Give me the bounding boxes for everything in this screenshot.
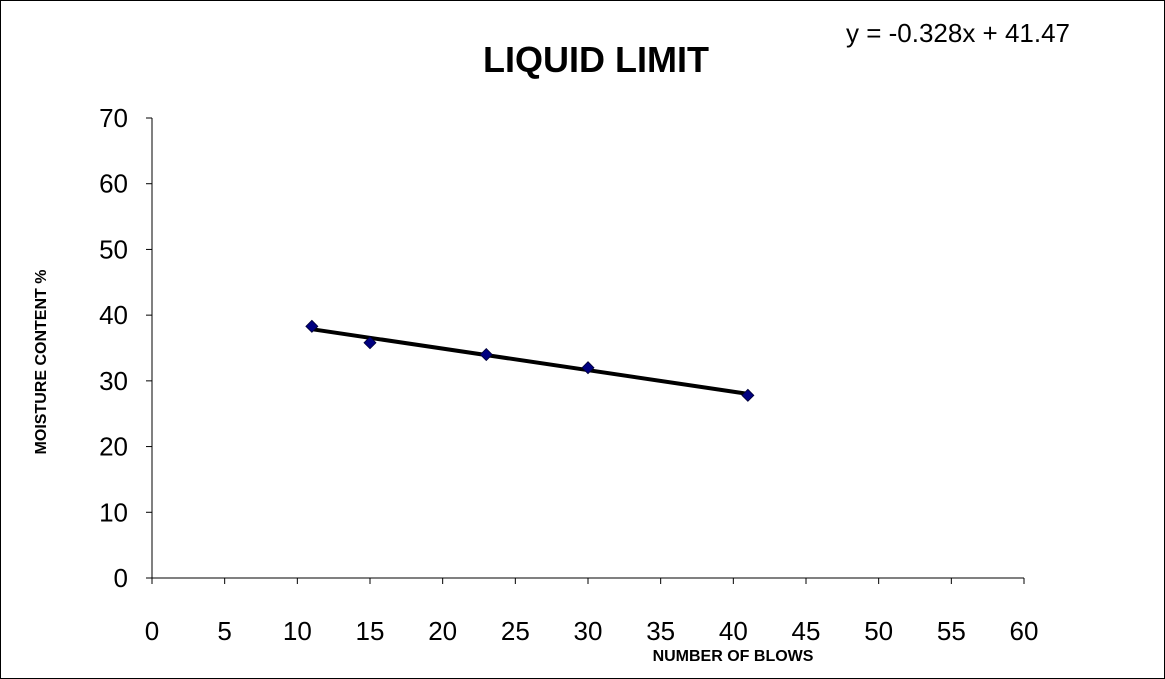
x-tick-label: 50	[864, 616, 893, 646]
x-tick-label: 35	[646, 616, 675, 646]
y-tick-label: 70	[99, 103, 128, 133]
trendline-group	[311, 327, 749, 396]
y-tick-label: 60	[99, 169, 128, 199]
x-tick-label: 60	[1010, 616, 1039, 646]
data-point	[581, 361, 595, 375]
x-tick-label: 55	[937, 616, 966, 646]
x-tick-label: 20	[428, 616, 457, 646]
y-axis-title: MOISTURE CONTENT %	[33, 270, 50, 455]
chart-title: LIQUID LIMIT	[483, 39, 709, 80]
x-tick-label: 10	[283, 616, 312, 646]
data-point	[479, 348, 493, 362]
axes: 0 10 20 30 40 50 60 70 0 5 10 15 20 25 30 35 40 45 50 55 60	[99, 103, 1038, 646]
x-tick-label: 15	[356, 616, 385, 646]
y-tick-label: 30	[99, 366, 128, 396]
y-tick-label: 40	[99, 300, 128, 330]
x-tick-label: 25	[501, 616, 530, 646]
data-point	[305, 319, 319, 333]
data-points	[305, 319, 755, 402]
x-tick-label: 40	[719, 616, 748, 646]
y-tick-label: 10	[99, 497, 128, 527]
trendline-equation: y = -0.328x + 41.47	[846, 18, 1070, 48]
x-axis-title: NUMBER OF BLOWS	[653, 648, 814, 665]
x-tick-label: 30	[574, 616, 603, 646]
data-point	[741, 388, 755, 402]
trendline	[311, 327, 749, 396]
x-tick-label: 0	[145, 616, 159, 646]
x-tick-label: 5	[217, 616, 231, 646]
y-tick-label: 20	[99, 432, 128, 462]
y-tick-label: 50	[99, 234, 128, 264]
data-point	[363, 336, 377, 350]
y-tick-label: 0	[114, 563, 128, 593]
x-tick-label: 45	[792, 616, 821, 646]
